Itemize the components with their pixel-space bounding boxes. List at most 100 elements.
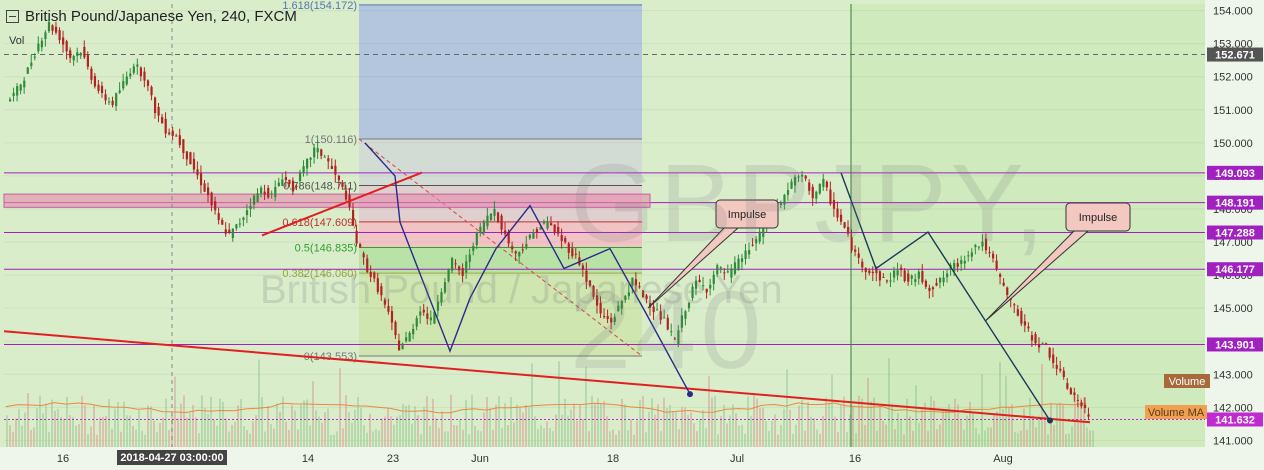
candle-body [330,165,333,170]
x-tick-label: 16 [849,453,861,465]
volume-bar [1050,403,1052,447]
candle-body [171,130,174,136]
volume-bar [660,431,662,447]
volume-bar [591,395,593,447]
candle-body [652,306,655,313]
candle-body [323,156,326,158]
volume-bar [450,394,452,447]
candle-body [111,100,114,106]
volume-bar [693,423,695,447]
y-tick-label: 154.000 [1213,6,1253,18]
volume-bar [1086,427,1088,447]
volume-bar [513,422,515,447]
volume-bar [138,410,140,447]
candle-body [942,277,945,283]
candle-body [737,258,740,271]
volume-bar [273,428,275,447]
collapse-icon[interactable] [6,10,19,23]
candle-body [302,166,305,173]
level-price-label: 143.901 [1215,339,1255,351]
volume-bar [102,416,104,447]
volume-bar [222,401,224,447]
volume-bar [360,407,362,447]
volume-bar [288,430,290,447]
candle-body [362,253,365,258]
candle-body [910,275,913,279]
volume-bar [39,395,41,447]
candle-body [946,273,949,278]
candle-body [861,261,864,268]
candle-body [405,337,408,341]
volume-bar [345,395,347,447]
volume-bar [981,374,983,447]
volume-bar [213,419,215,447]
candle-body [896,270,899,276]
volume-bar [717,434,719,447]
volume-bar [741,424,743,447]
volume-bar [1059,402,1061,447]
volume-bar [1020,430,1022,447]
volume-bar [951,419,953,447]
volume-bar [276,403,278,447]
candle-body [129,73,132,77]
candle-body [656,309,659,311]
candle-body [373,272,376,279]
candle-body [334,165,337,175]
candle-body [931,287,935,290]
volume-bar [915,385,917,447]
volume-bar [312,381,314,447]
volume-ma-legend-tag [1145,405,1207,419]
volume-bar [78,424,80,447]
candle-body [581,265,585,270]
volume-bar [135,429,137,447]
candle-body [588,280,592,286]
volume-bar [462,429,464,447]
long-trend-line [3,330,1091,424]
volume-bar [978,434,980,447]
volume-bar [153,420,155,447]
candle-body [641,290,645,298]
volume-bar [528,407,530,447]
volume-bar [381,418,383,447]
volume-bar [393,424,395,447]
volume-bar [240,398,242,447]
candle-body [1083,404,1087,408]
volume-bar [282,396,284,447]
candle-body [231,228,234,239]
candle-body [125,76,128,85]
price-tag [1207,47,1263,62]
volume-bar [942,409,944,447]
candle-body [889,280,892,282]
volume-bar [561,414,563,447]
level-price-label: 148.191 [1215,198,1255,210]
volume-bar [780,425,782,447]
volume-bar [372,431,374,447]
volume-bar [804,430,806,447]
volume-bar [294,410,296,447]
candle-body [599,302,602,314]
candle-body [733,262,737,274]
volume-bar [186,417,188,447]
volume-bar [909,416,911,447]
candle-body [306,159,309,169]
volume-bar [612,429,614,447]
volume-bar [144,434,146,447]
candle-body [454,263,457,265]
candle-body [26,67,29,74]
volume-bar [429,425,431,447]
candle-body [108,101,111,103]
candle-body [882,276,885,278]
candle-body [953,262,956,272]
volume-bar [834,416,836,447]
candle-body [525,243,528,249]
candle-body [468,254,471,262]
candle-body [19,84,22,91]
volume-bar [252,421,254,447]
candle-body [977,246,981,248]
candle-body [694,280,698,289]
volume-bar [120,431,122,447]
candle-body [1062,370,1065,377]
candle-body [970,252,973,257]
volume-bar [996,411,998,447]
